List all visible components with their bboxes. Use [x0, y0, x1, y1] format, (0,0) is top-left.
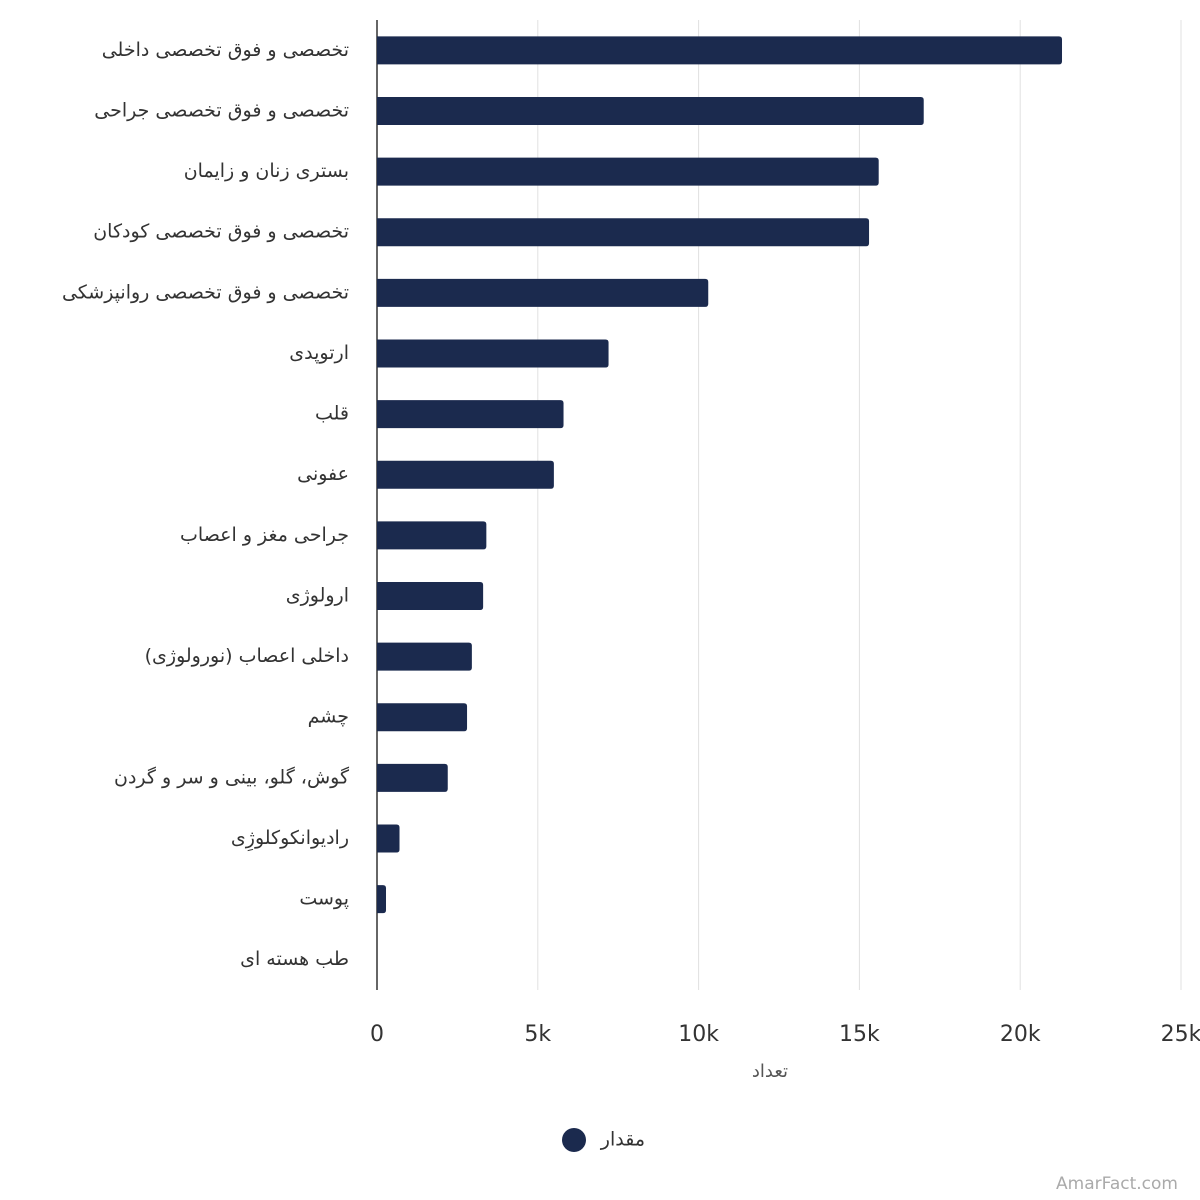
x-tick-label: 20k [1000, 1022, 1041, 1047]
legend-label: مقدار [600, 1129, 645, 1151]
y-tick-label: عفونی [297, 463, 349, 485]
bar [377, 36, 1063, 65]
bar [377, 521, 487, 550]
y-tick-label: ارتوپدی [289, 342, 349, 364]
bar [377, 581, 484, 610]
y-tick-label: پوست [299, 888, 349, 910]
y-tick-label: بستری زنان و زایمان [184, 160, 349, 182]
y-tick-label: قلب [315, 403, 349, 425]
x-tick-label: 25k [1161, 1022, 1200, 1047]
y-tick-label: گوش، گلو، بینی و سر و گردن [114, 765, 350, 788]
y-tick-label: جراحی مغز و اعصاب [180, 524, 349, 546]
bar [377, 400, 564, 429]
bar [377, 763, 448, 792]
bar [377, 460, 554, 489]
watermark: AmarFact.com [1056, 1174, 1178, 1194]
bar [377, 218, 870, 247]
bar [377, 339, 609, 368]
y-tick-label: طب هسته ای [240, 948, 349, 970]
bar [377, 824, 400, 853]
y-tick-label: تخصصی و فوق تخصصی داخلی [102, 39, 349, 61]
y-tick-label: چشم [308, 706, 349, 728]
bar [377, 885, 387, 914]
y-tick-label: داخلی اعصاب (نورولوژی) [145, 645, 349, 667]
x-tick-label: 10k [678, 1022, 719, 1047]
bar [377, 96, 924, 125]
bar [377, 157, 879, 186]
x-axis-title: تعداد [752, 1061, 788, 1082]
y-tick-label: تخصصی و فوق تخصصی روانپزشکی [62, 281, 349, 303]
bar [377, 642, 472, 671]
x-tick-label: 15k [839, 1022, 880, 1047]
legend-marker [562, 1128, 586, 1152]
x-tick-label: 5k [524, 1022, 551, 1047]
bar [377, 278, 709, 307]
bar [377, 703, 468, 732]
y-tick-label: ارولوژی [286, 584, 349, 606]
y-tick-label: رادیوانکوکلوژِی [231, 827, 349, 852]
x-tick-label: 0 [370, 1022, 384, 1047]
y-tick-label: تخصصی و فوق تخصصی جراحی [94, 99, 349, 121]
y-tick-label: تخصصی و فوق تخصصی کودکان [93, 221, 349, 243]
